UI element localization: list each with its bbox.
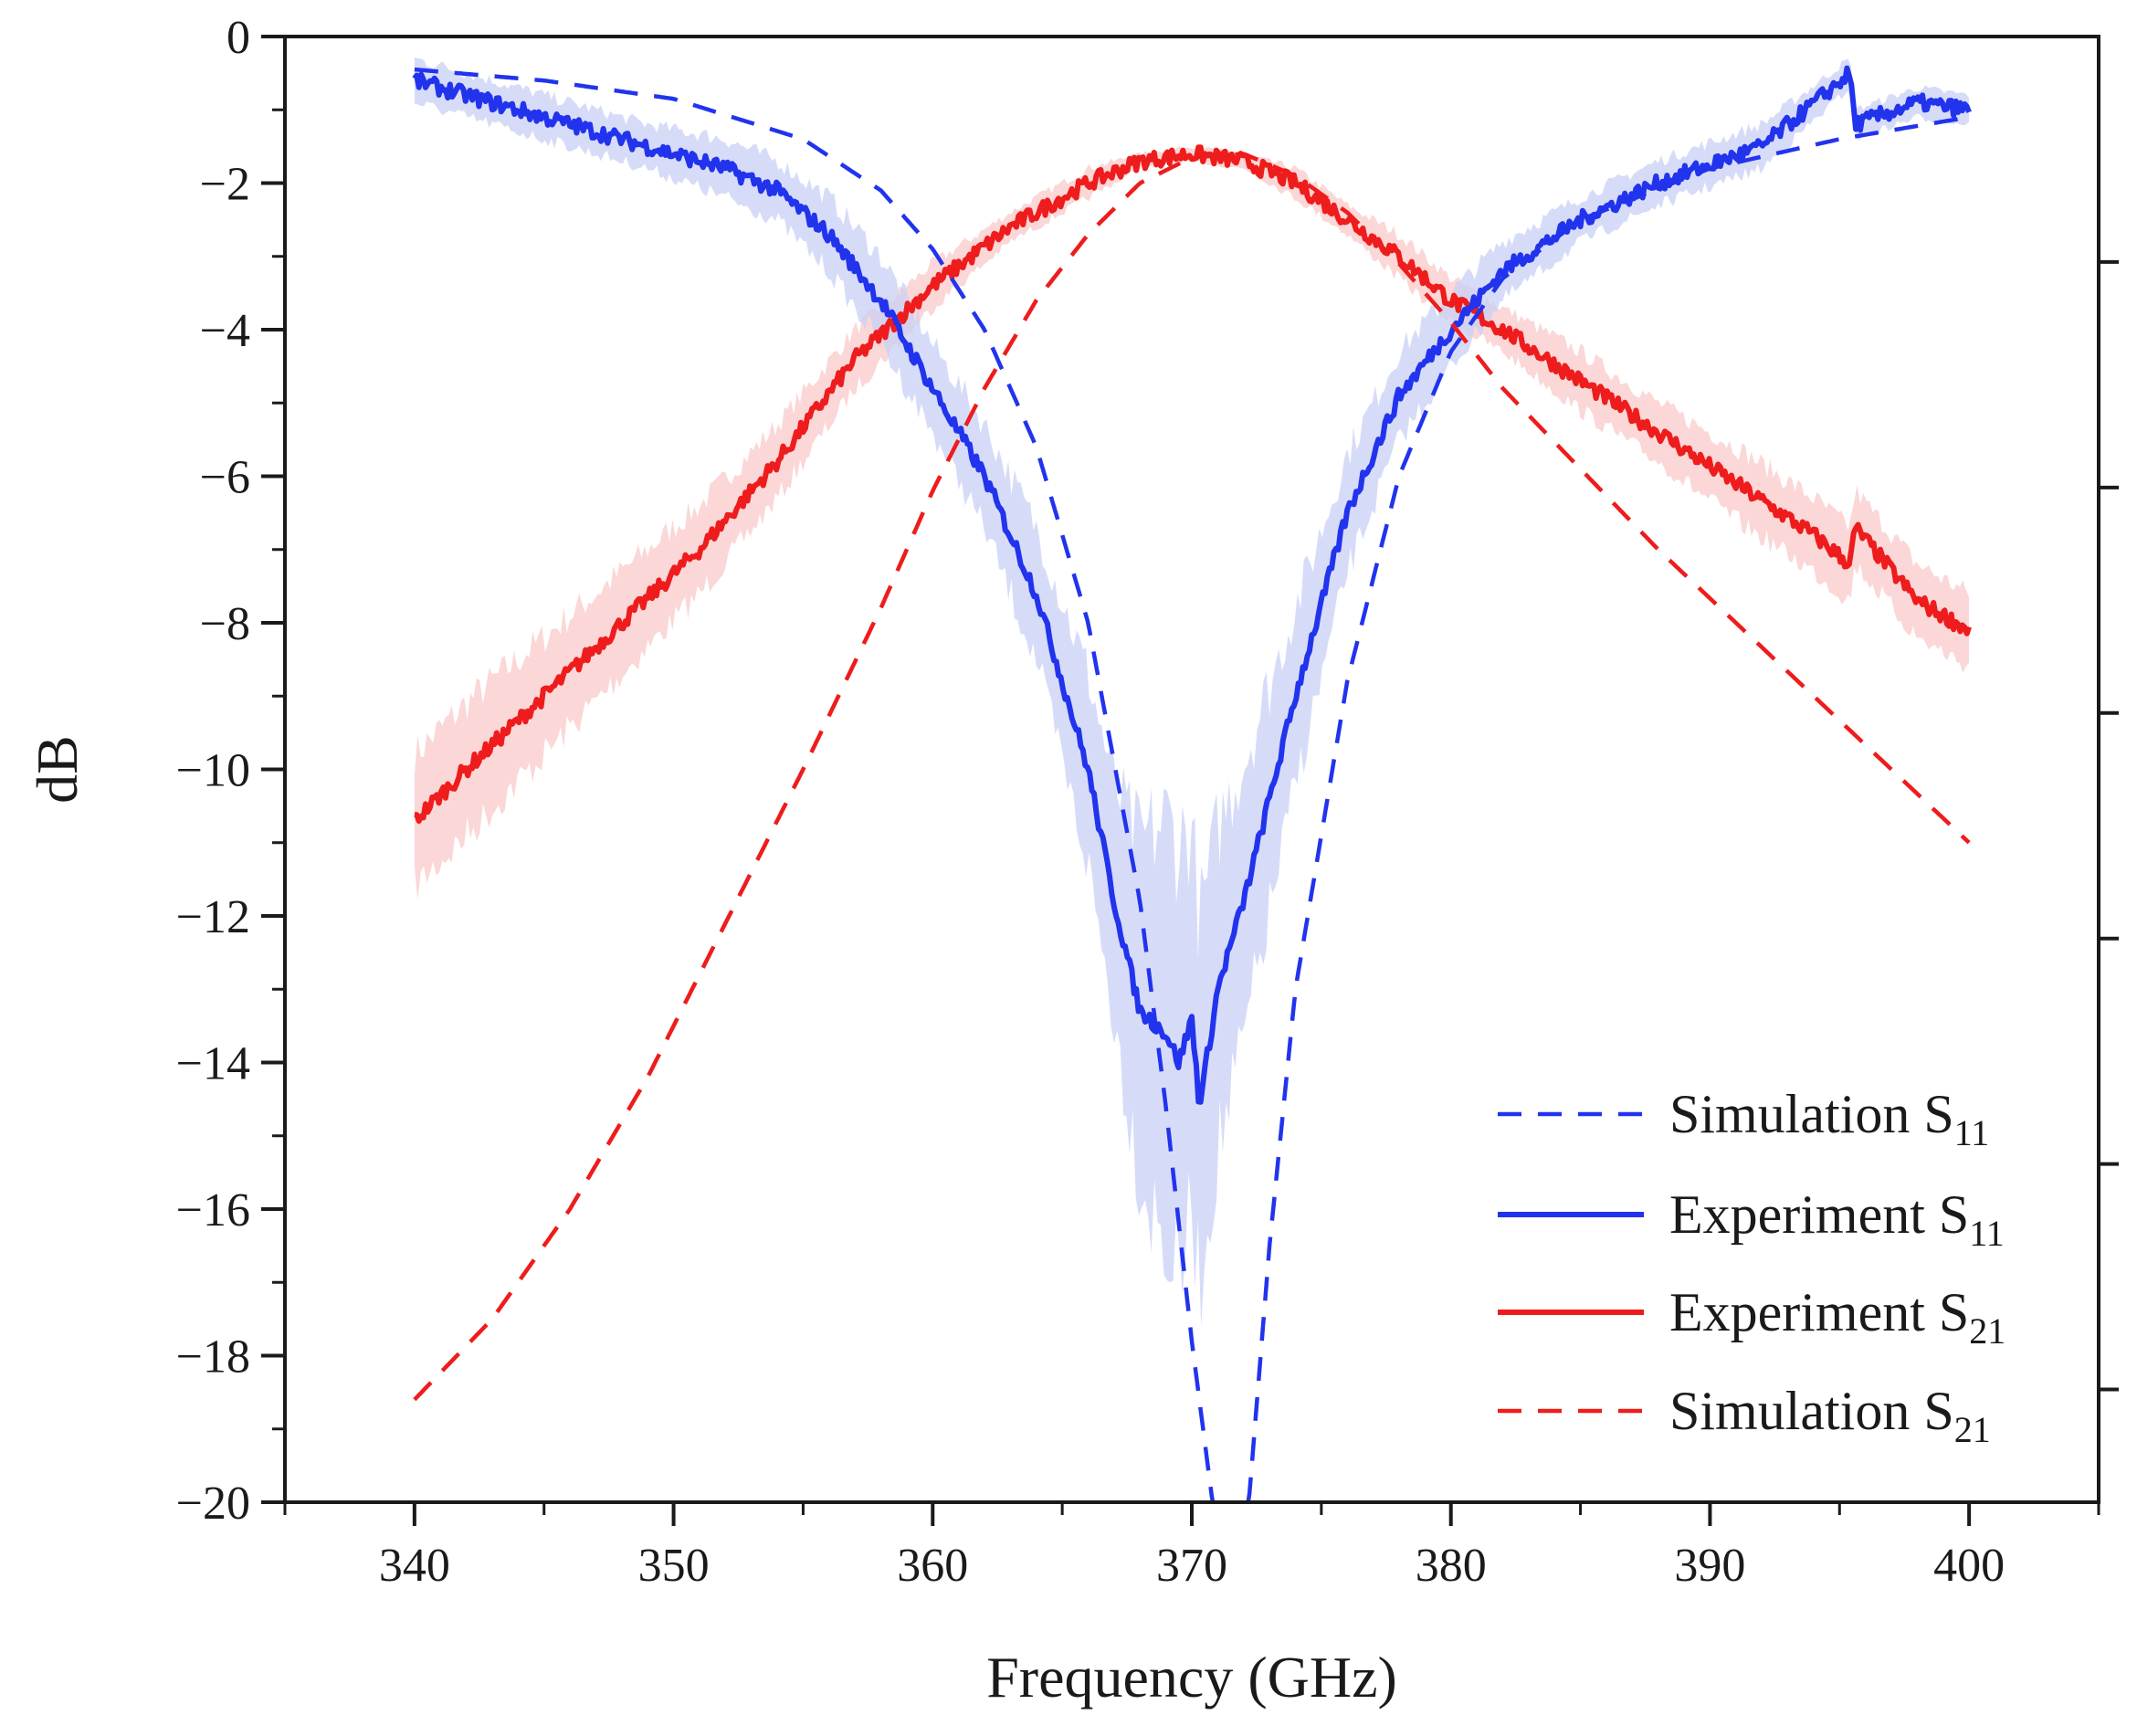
y-tick-label: −14 [176, 1038, 250, 1090]
series-line-simulation-s21 [413, 152, 1971, 1402]
x-axis-title: Frequency (GHz) [986, 1645, 1397, 1710]
x-tick-label: 380 [1416, 1540, 1487, 1592]
x-tick-label: 350 [638, 1540, 710, 1592]
y-tick-label: −4 [200, 305, 250, 357]
y-tick-label: −8 [200, 598, 250, 650]
x-tick-label: 340 [379, 1540, 450, 1592]
series-lines [412, 65, 1972, 1502]
series-line-experiment-s21 [414, 144, 1972, 824]
legend-label-experiment-s11: Experiment S11 [1669, 1184, 2005, 1254]
y-tick-label: −12 [176, 891, 250, 943]
x-tick-label: 370 [1156, 1540, 1227, 1592]
y-axis-title: dB [25, 735, 89, 804]
y-tick-label: −16 [176, 1184, 250, 1236]
legend-label-simulation-s21: Simulation S21 [1669, 1381, 1991, 1450]
y-tick-label: −10 [176, 745, 250, 797]
legend-label-experiment-s21: Experiment S21 [1669, 1282, 2005, 1352]
x-tick-label: 360 [897, 1540, 968, 1592]
x-tick-label: 400 [1933, 1540, 2005, 1592]
y-tick-label: 0 [226, 12, 250, 64]
y-tick-label: −18 [176, 1331, 250, 1384]
legend-label-simulation-s11: Simulation S11 [1669, 1084, 1989, 1153]
band-experiment-s11 [414, 57, 1970, 1328]
y-tick-label: −20 [176, 1478, 250, 1530]
series-line-simulation-s11 [414, 67, 1970, 1502]
y-tick-label: −6 [200, 452, 250, 504]
x-tick-label: 390 [1674, 1540, 1745, 1592]
y-axis: 0 −2 −4 −6 −8 −10 −12 −14 −16 −18 −20 [176, 12, 2119, 1530]
y-tick-label: −2 [200, 159, 250, 211]
x-axis: 340 350 360 370 380 390 400 [283, 1502, 2100, 1592]
legend: Simulation S11 Experiment S11 Experiment S… [1498, 1084, 2005, 1450]
